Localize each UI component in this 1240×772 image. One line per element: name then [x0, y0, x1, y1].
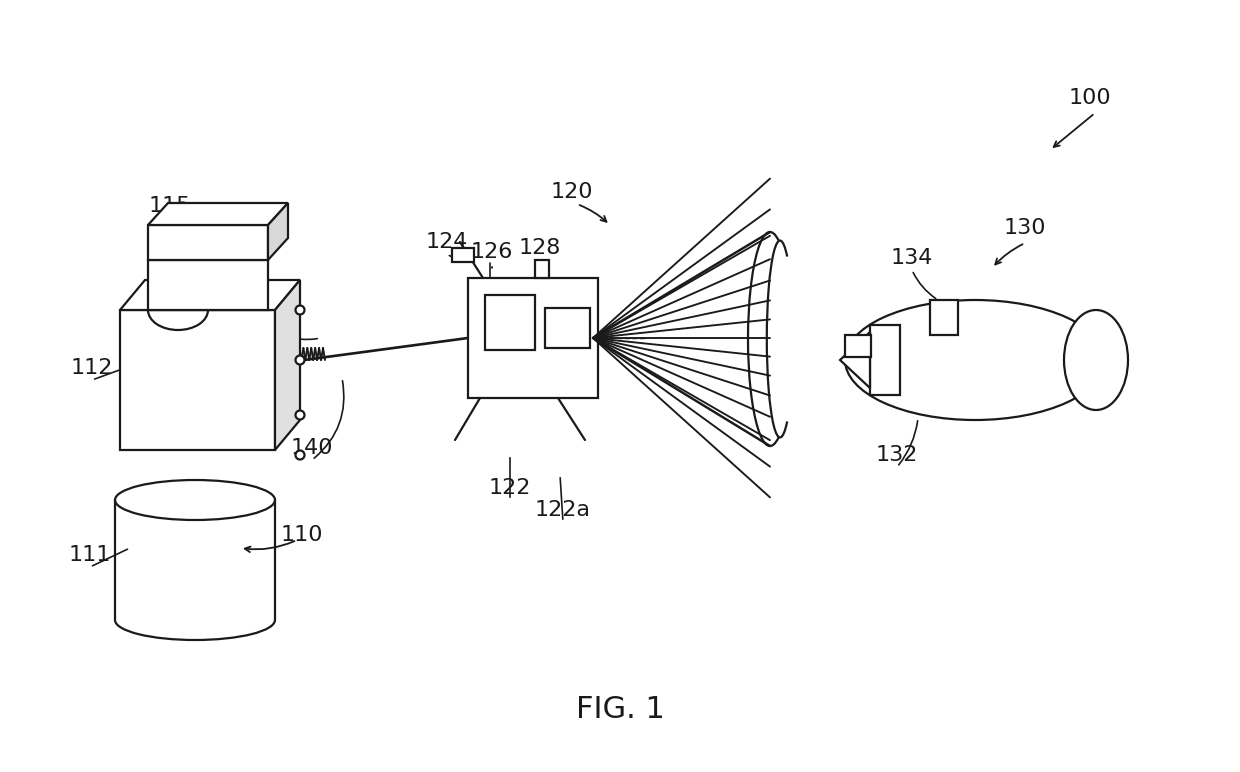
Text: FIG. 1: FIG. 1 [575, 696, 665, 724]
Bar [870, 325, 900, 395]
Bar [467, 278, 598, 398]
Text: 130: 130 [1003, 218, 1047, 238]
Text: 114: 114 [223, 218, 267, 238]
Bar [546, 308, 590, 348]
Text: 120: 120 [551, 182, 593, 202]
Ellipse shape [844, 300, 1105, 420]
Text: 134: 134 [890, 248, 934, 268]
Text: 126: 126 [471, 242, 513, 262]
Polygon shape [148, 203, 288, 225]
Text: 110: 110 [280, 525, 324, 545]
Circle shape [295, 411, 305, 419]
Text: 140: 140 [290, 438, 334, 458]
Bar [148, 225, 268, 260]
Bar [485, 295, 534, 350]
Text: 100: 100 [1069, 88, 1111, 108]
Bar [534, 260, 549, 278]
Circle shape [295, 451, 305, 459]
Ellipse shape [1064, 310, 1128, 410]
Text: 111: 111 [68, 545, 112, 565]
Text: 122: 122 [489, 478, 531, 498]
Polygon shape [839, 332, 870, 388]
Polygon shape [120, 280, 300, 310]
Text: 124: 124 [425, 232, 469, 252]
Bar [844, 335, 870, 357]
Text: 128: 128 [518, 238, 562, 258]
Text: 112: 112 [71, 358, 113, 378]
Text: 122a: 122a [534, 500, 591, 520]
Polygon shape [268, 203, 288, 260]
Text: 113: 113 [259, 310, 301, 330]
Circle shape [295, 355, 305, 364]
Bar [148, 260, 268, 310]
Text: 115: 115 [149, 196, 191, 216]
Text: 132: 132 [875, 445, 918, 465]
Bar [120, 310, 275, 450]
Bar [453, 248, 474, 262]
Polygon shape [275, 280, 300, 450]
Bar [930, 300, 959, 335]
Circle shape [295, 306, 305, 314]
